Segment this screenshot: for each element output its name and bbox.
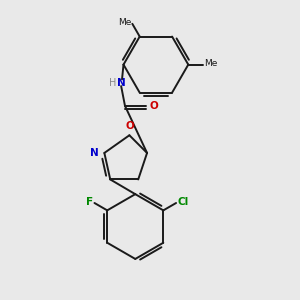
Text: N: N [90,148,98,158]
Text: O: O [149,101,158,111]
Text: O: O [125,121,134,131]
Text: N: N [117,78,125,88]
Text: Cl: Cl [178,197,189,207]
Text: Me: Me [204,58,217,68]
Text: Me: Me [118,18,131,27]
Text: H: H [109,78,116,88]
Text: F: F [86,197,93,207]
